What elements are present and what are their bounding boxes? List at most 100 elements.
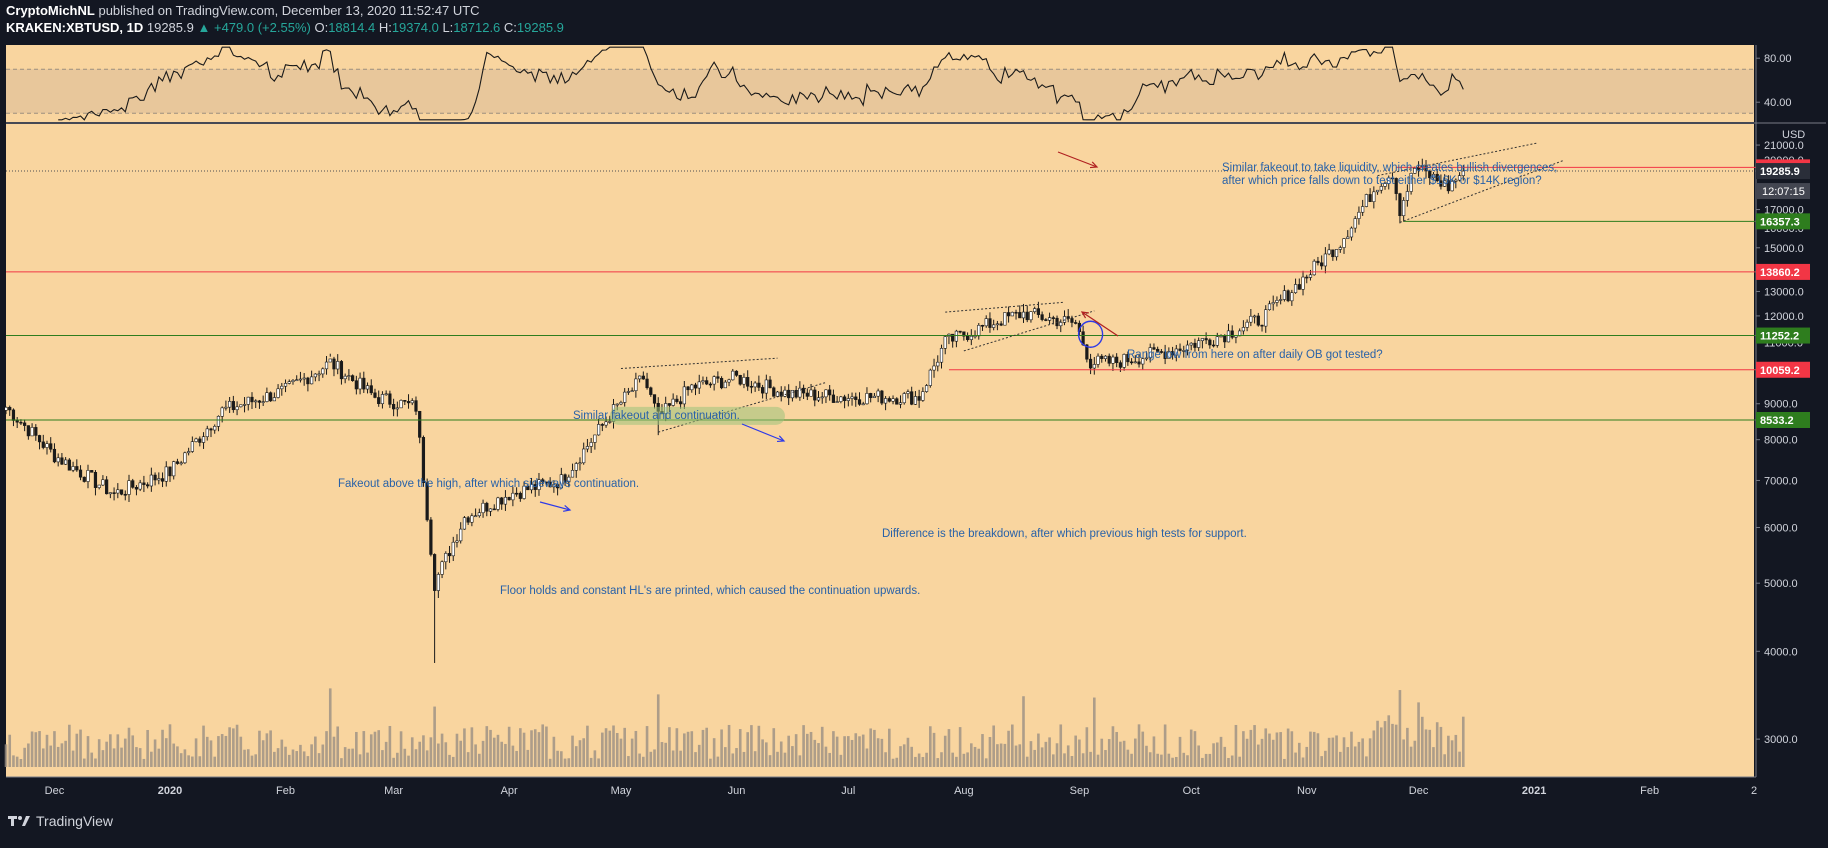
- volume-bar: [451, 756, 455, 767]
- candle: [421, 435, 426, 487]
- level-price-tag[interactable]: [1756, 263, 1810, 280]
- candle: [500, 496, 504, 510]
- candle-body: [738, 375, 742, 385]
- candle-body: [1133, 361, 1137, 364]
- candle-body: [723, 381, 727, 389]
- volume-bar: [1297, 742, 1301, 767]
- tradingview-logo-icon[interactable]: [8, 814, 30, 828]
- candle: [1316, 256, 1320, 266]
- time-tick-label: Feb: [276, 785, 295, 797]
- volume-bar: [261, 740, 265, 767]
- candle-body: [1398, 193, 1402, 217]
- volume-bar: [861, 734, 865, 767]
- level-price-tag[interactable]: [1756, 361, 1810, 378]
- volume-bar: [820, 726, 824, 767]
- candle-body: [511, 492, 515, 501]
- candle-body: [768, 379, 772, 389]
- candle: [511, 486, 515, 507]
- candle: [190, 436, 194, 453]
- volume-bar: [1439, 726, 1443, 767]
- volume-bar: [187, 755, 190, 767]
- volume-bar: [1286, 728, 1290, 767]
- candle-body: [686, 386, 690, 391]
- volume-bar: [824, 746, 828, 767]
- candle-body: [593, 434, 597, 443]
- candle-body: [1107, 355, 1111, 364]
- candle-body: [1170, 351, 1175, 356]
- volume-bar: [138, 748, 142, 767]
- volume-bar: [1242, 731, 1245, 767]
- arrow-shaft: [741, 423, 785, 442]
- level-price-tag[interactable]: [1756, 213, 1810, 230]
- candle-body: [41, 441, 45, 448]
- candle-body: [645, 378, 649, 389]
- volume-bar: [772, 728, 776, 767]
- candle-body: [1137, 361, 1141, 365]
- candle-body: [34, 427, 38, 436]
- candle-body: [742, 377, 746, 385]
- candle: [757, 375, 761, 392]
- candle-body: [600, 424, 604, 426]
- candle-body: [365, 385, 370, 390]
- candle-body: [1267, 303, 1272, 311]
- volume-bar: [377, 730, 381, 767]
- candle: [809, 383, 813, 397]
- volume-bar: [902, 744, 906, 767]
- candle: [1159, 349, 1163, 354]
- candle: [738, 374, 742, 386]
- candle-body: [1327, 249, 1331, 255]
- candle: [1379, 183, 1383, 194]
- time-tick-label: Aug: [954, 785, 974, 797]
- candle-body: [1204, 338, 1208, 341]
- volume-bar: [1052, 754, 1055, 767]
- footer-brand[interactable]: TradingView: [36, 813, 114, 829]
- volume-bar: [601, 732, 604, 767]
- candle-body: [399, 400, 403, 409]
- level-price-tag[interactable]: [1756, 327, 1810, 344]
- volume-bar: [839, 754, 843, 767]
- candle-body: [813, 389, 817, 401]
- volume-bar: [548, 758, 552, 767]
- candle-body: [876, 390, 880, 397]
- volume-bar: [660, 742, 664, 767]
- level-price-label: 11252.2: [1760, 331, 1799, 343]
- volume-bar: [571, 735, 574, 767]
- volume-bar: [1320, 756, 1323, 767]
- price-pane[interactable]: [6, 124, 1754, 777]
- author-name[interactable]: CryptoMichNL: [6, 3, 95, 18]
- candle: [272, 392, 276, 402]
- candle-body: [965, 335, 970, 340]
- last-price-tag[interactable]: [1756, 163, 1810, 180]
- candle-body: [552, 484, 556, 488]
- volume-bar: [567, 758, 571, 767]
- candle-body: [1402, 200, 1406, 217]
- symbol-label[interactable]: KRAKEN:XBTUSD, 1D: [6, 20, 144, 35]
- candle: [954, 329, 959, 348]
- candle-body: [466, 517, 470, 523]
- candle: [932, 358, 936, 378]
- volume-bar: [366, 752, 369, 767]
- candle-body: [895, 398, 899, 405]
- candle-body: [149, 474, 153, 487]
- volume-bar: [448, 754, 451, 767]
- candle: [798, 381, 802, 401]
- volume-bar: [589, 757, 593, 767]
- volume-bar: [1033, 749, 1036, 767]
- volume-bar: [209, 740, 213, 767]
- candle-body: [1375, 189, 1380, 193]
- candle: [1443, 174, 1447, 187]
- candle: [436, 572, 440, 598]
- candle: [1390, 172, 1395, 182]
- candle: [1368, 188, 1372, 202]
- volume-bar: [1063, 753, 1066, 767]
- time-tick-label: Mar: [384, 785, 403, 797]
- candle-body: [772, 387, 776, 397]
- candle-body: [213, 426, 217, 431]
- candle: [298, 371, 303, 383]
- candle: [373, 388, 377, 399]
- level-price-tag[interactable]: [1756, 411, 1810, 428]
- volume-bar: [522, 732, 526, 767]
- volume-bar: [1122, 740, 1126, 767]
- candle-body: [906, 391, 910, 394]
- volume-bar: [1070, 756, 1074, 767]
